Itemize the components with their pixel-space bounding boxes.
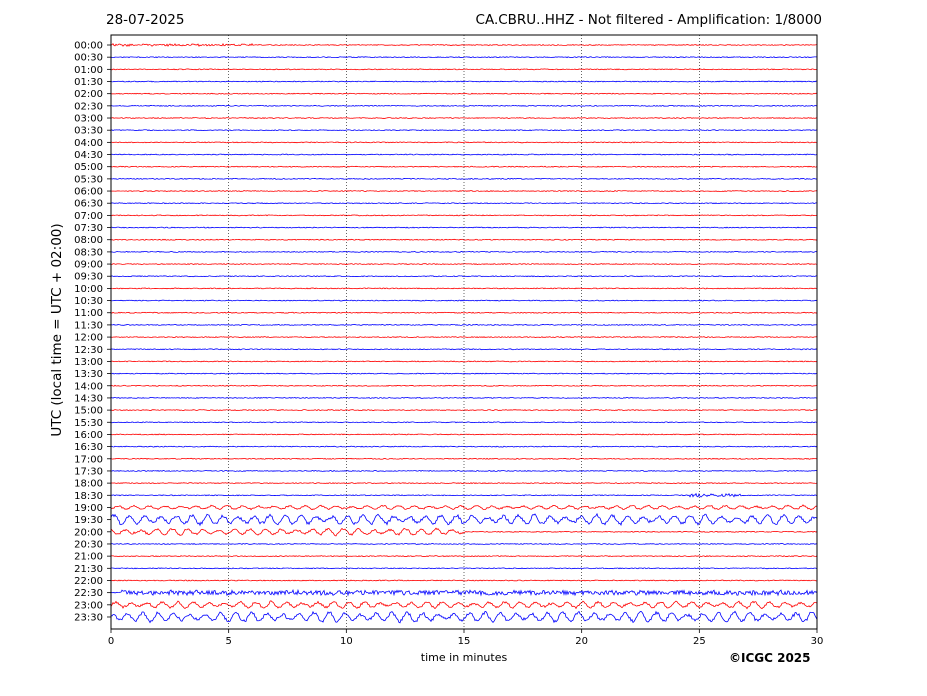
y-tick-label: 17:30 [74, 466, 103, 477]
y-tick-label: 00:00 [74, 41, 103, 52]
trace-1230 [110, 348, 818, 351]
y-tick-label: 19:00 [74, 503, 103, 514]
trace-0500 [110, 165, 818, 168]
x-tick-label: 10 [340, 636, 353, 647]
trace-1930 [110, 512, 818, 527]
x-tick-label: 25 [693, 636, 706, 647]
y-tick-label: 01:30 [74, 77, 103, 88]
trace-0330 [110, 129, 818, 132]
y-tick-label: 16:30 [74, 442, 103, 453]
y-tick-label: 18:30 [74, 491, 103, 502]
trace-2000 [110, 527, 818, 537]
y-tick-label: 05:30 [74, 174, 103, 185]
y-tick-label: 23:30 [74, 612, 103, 623]
x-tick-label: 0 [108, 636, 114, 647]
x-tick-label: 30 [811, 636, 824, 647]
y-tick-label: 23:00 [74, 600, 103, 611]
y-tick-label: 03:00 [74, 114, 103, 125]
y-tick-label: 04:00 [74, 138, 103, 149]
trace-1300 [111, 360, 818, 363]
x-tick-label: 5 [225, 636, 231, 647]
y-tick-label: 22:30 [74, 588, 103, 599]
y-tick-label: 09:00 [74, 260, 103, 271]
y-tick-label: 22:00 [74, 576, 103, 587]
trace-2200 [110, 579, 818, 582]
y-tick-label: 21:30 [74, 564, 103, 575]
y-tick-label: 10:30 [74, 296, 103, 307]
y-tick-label: 10:00 [74, 284, 103, 295]
y-tick-label: 13:30 [74, 369, 103, 380]
trace-0930 [110, 275, 818, 278]
trace-0430 [110, 153, 818, 156]
trace-1400 [110, 384, 818, 387]
y-tick-label: 07:00 [74, 211, 103, 222]
y-tick-label: 06:30 [74, 199, 103, 210]
trace-0230 [110, 104, 818, 107]
trace-2300 [110, 600, 818, 610]
copyright-credit: ©ICGC 2025 [729, 651, 811, 665]
y-tick-label: 20:00 [74, 527, 103, 538]
trace-0030 [110, 56, 818, 59]
y-tick-label: 04:30 [74, 150, 103, 161]
plot-frame [110, 34, 818, 630]
chart-title: CA.CBRU..HHZ - Not filtered - Amplificat… [475, 12, 822, 28]
y-tick-label: 15:30 [74, 418, 103, 429]
trace-2100 [110, 555, 818, 558]
trace-2130 [110, 567, 818, 570]
y-tick-label: 00:30 [74, 53, 103, 64]
x-tick-label: 15 [458, 636, 471, 647]
trace-2030 [110, 543, 818, 545]
y-tick-label: 12:00 [74, 333, 103, 344]
trace-1200 [110, 336, 818, 339]
trace-0100 [110, 68, 818, 71]
y-tick-label: 02:00 [74, 89, 103, 100]
trace-1130 [110, 324, 818, 326]
trace-2230 [110, 588, 818, 597]
trace-1330 [110, 372, 818, 375]
y-tick-label: 05:00 [74, 162, 103, 173]
y-tick-label: 09:30 [74, 272, 103, 283]
y-tick-label: 08:00 [74, 235, 103, 246]
trace-1100 [110, 311, 818, 314]
y-tick-label: 02:30 [74, 101, 103, 112]
y-tick-label: 20:30 [74, 539, 103, 550]
y-tick-label: 06:00 [74, 187, 103, 198]
trace-0400 [110, 141, 818, 144]
trace-0300 [110, 117, 818, 119]
y-tick-label: 03:30 [74, 126, 103, 137]
y-tick-label: 12:30 [74, 345, 103, 356]
date-label: 28-07-2025 [106, 12, 185, 28]
y-tick-label: 16:00 [74, 430, 103, 441]
y-tick-label: 08:30 [74, 247, 103, 258]
y-tick-label: 14:30 [74, 393, 103, 404]
y-tick-label: 18:00 [74, 479, 103, 490]
y-tick-label: 21:00 [74, 552, 103, 563]
y-tick-label: 01:00 [74, 65, 103, 76]
trace-1030 [110, 299, 818, 302]
y-tick-label: 19:30 [74, 515, 103, 526]
y-tick-label: 14:00 [74, 381, 103, 392]
trace-1900 [110, 504, 818, 511]
trace-0130 [110, 80, 818, 83]
y-tick-label: 15:00 [74, 406, 103, 417]
y-tick-label: 17:00 [74, 454, 103, 465]
y-tick-label: 11:30 [74, 320, 103, 331]
y-tick-label: 11:00 [74, 308, 103, 319]
y-tick-label: 07:30 [74, 223, 103, 234]
trace-1000 [110, 287, 818, 290]
y-tick-label: 13:00 [74, 357, 103, 368]
x-tick-label: 20 [575, 636, 588, 647]
x-axis-label: time in minutes [420, 651, 508, 664]
trace-0530 [110, 177, 818, 180]
trace-0200 [110, 92, 818, 95]
